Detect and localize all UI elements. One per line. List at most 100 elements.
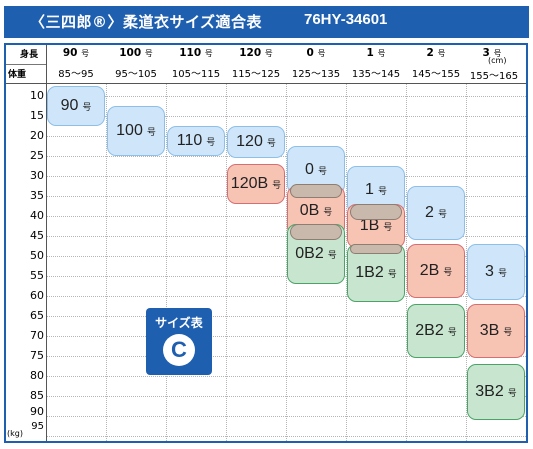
column-size-100: 100 号 [107, 47, 165, 59]
column-size-value: 3 [482, 47, 490, 59]
overlap-marker [350, 204, 402, 220]
weight-row-label: 75 [30, 349, 44, 362]
weight-row-label: 55 [30, 269, 44, 282]
grid-line [47, 416, 526, 417]
column-size-value: 100 [119, 47, 142, 59]
weight-row-label: 80 [30, 369, 44, 382]
gou-suffix: 号 [206, 136, 216, 147]
gou-suffix: 号 [264, 49, 273, 58]
weight-row-label: 65 [30, 309, 44, 322]
gou-suffix: 号 [204, 49, 213, 58]
grid-line [346, 84, 347, 441]
column-size-90: 90 号 [47, 47, 105, 59]
grid-line [47, 296, 526, 297]
size-box-2b2: 2B2 号 [407, 304, 465, 358]
size-table-frame [4, 43, 528, 443]
grid-line [47, 216, 526, 217]
size-box-100: 100 号 [107, 106, 165, 156]
weight-row-label: 95 [31, 421, 44, 432]
weight-axis-label: 体重 [8, 70, 27, 80]
gou-suffix: 号 [146, 126, 156, 137]
weight-row-label: 40 [30, 209, 44, 222]
column-size-value: 1 [366, 47, 374, 59]
gou-suffix: 号 [507, 387, 517, 398]
overlap-marker [290, 224, 342, 240]
overlap-marker [350, 244, 402, 254]
unit-cm-label: (cm) [488, 56, 507, 65]
gou-suffix: 号 [493, 49, 502, 58]
gou-suffix: 号 [497, 267, 507, 278]
grid-line [406, 84, 407, 441]
weight-row-label: 90 [30, 405, 44, 418]
grid-line [47, 236, 526, 237]
column-size-0: 0 号 [287, 47, 345, 59]
gou-suffix: 号 [317, 165, 327, 176]
weight-row-label: 10 [30, 89, 44, 102]
weight-row-label: 85 [30, 389, 44, 402]
size-label: 0B [299, 202, 320, 219]
gou-suffix: 号 [447, 326, 457, 337]
grid-line [47, 336, 526, 337]
column-size-2: 2 号 [407, 47, 465, 59]
gou-suffix: 号 [323, 206, 333, 217]
title-bar: 〈三四郎®〉柔道衣サイズ適合表 76HY-34601 [4, 6, 529, 38]
grid-line [166, 84, 167, 441]
weight-row-label: 60 [30, 289, 44, 302]
model-number: 76HY-34601 [304, 11, 388, 28]
grid-line [47, 96, 526, 97]
grid-line [47, 136, 526, 137]
grid-line [47, 436, 526, 437]
chart-title: 〈三四郎®〉柔道衣サイズ適合表 [30, 13, 263, 31]
weight-row-label: 15 [30, 109, 44, 122]
gou-suffix: 号 [383, 221, 393, 232]
column-range: 135〜145 [351, 69, 401, 80]
grid-line [47, 196, 526, 197]
column-range: 155〜165 [469, 71, 519, 82]
gou-suffix: 号 [437, 49, 446, 58]
size-label: 3B [479, 322, 500, 339]
column-size-120: 120 号 [227, 47, 285, 59]
weight-row-label: 25 [30, 149, 44, 162]
size-box-110: 110 号 [167, 126, 225, 156]
size-box-120: 120 号 [227, 126, 285, 158]
gou-suffix: 号 [387, 268, 397, 279]
size-label: 3 [485, 263, 494, 280]
gou-suffix: 号 [503, 326, 513, 337]
grid-line [106, 84, 107, 441]
weight-row-label: 45 [30, 229, 44, 242]
label-column-separator [46, 45, 47, 441]
badge-label: サイズ表 [155, 316, 203, 330]
gou-suffix: 号 [437, 208, 447, 219]
grid-line [47, 156, 526, 157]
column-range: 105〜115 [171, 69, 221, 80]
unit-kg-label: (kg) [7, 429, 23, 438]
gou-suffix: 号 [377, 49, 386, 58]
weight-row-label: 50 [30, 249, 44, 262]
grid-line [47, 316, 526, 317]
grid-line [47, 356, 526, 357]
size-label: 3B2 [475, 383, 504, 400]
size-label: 2B2 [415, 322, 444, 339]
gou-suffix: 号 [377, 185, 387, 196]
gou-suffix: 号 [81, 49, 90, 58]
size-label: 110 [176, 132, 203, 149]
gou-suffix: 号 [327, 249, 337, 260]
gou-suffix: 号 [82, 101, 92, 112]
size-label: 1B [359, 217, 380, 234]
overlap-marker [290, 184, 342, 198]
size-label: 100 [116, 122, 143, 139]
gou-suffix: 号 [272, 179, 282, 190]
gou-suffix: 号 [266, 137, 276, 148]
grid-line [47, 396, 526, 397]
size-label: 120B [230, 175, 269, 192]
size-box-3b2: 3B2 号 [467, 364, 525, 420]
size-label: 2 [425, 204, 434, 221]
grid-line [47, 256, 526, 257]
column-range: 145〜155 [411, 69, 461, 80]
size-box-2b: 2B 号 [407, 244, 465, 298]
column-range: 95〜105 [115, 69, 157, 80]
column-size-value: 120 [239, 47, 262, 59]
column-size-value: 90 [62, 47, 78, 59]
